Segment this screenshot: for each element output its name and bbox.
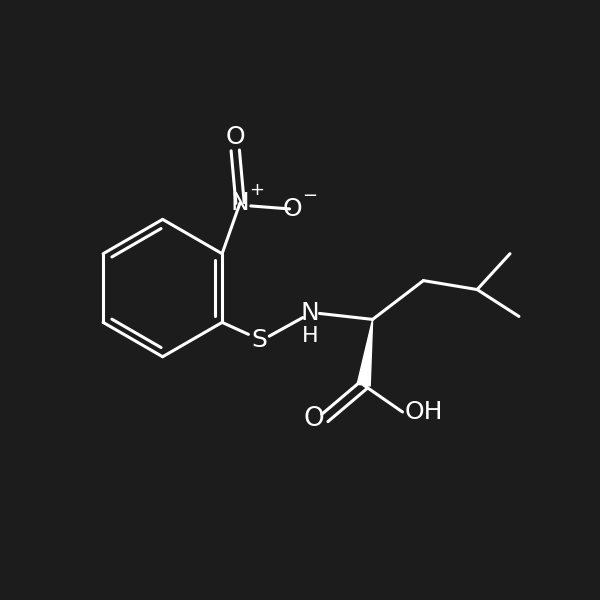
Text: H: H: [302, 326, 318, 346]
Polygon shape: [357, 319, 373, 386]
Text: OH: OH: [404, 400, 443, 424]
Text: N: N: [230, 191, 250, 215]
Text: S: S: [251, 328, 267, 352]
Text: O: O: [226, 125, 245, 149]
Text: +: +: [249, 181, 264, 199]
Text: O: O: [283, 197, 302, 221]
Text: N: N: [301, 301, 319, 325]
Text: −: −: [302, 187, 317, 205]
Text: O: O: [304, 406, 325, 432]
